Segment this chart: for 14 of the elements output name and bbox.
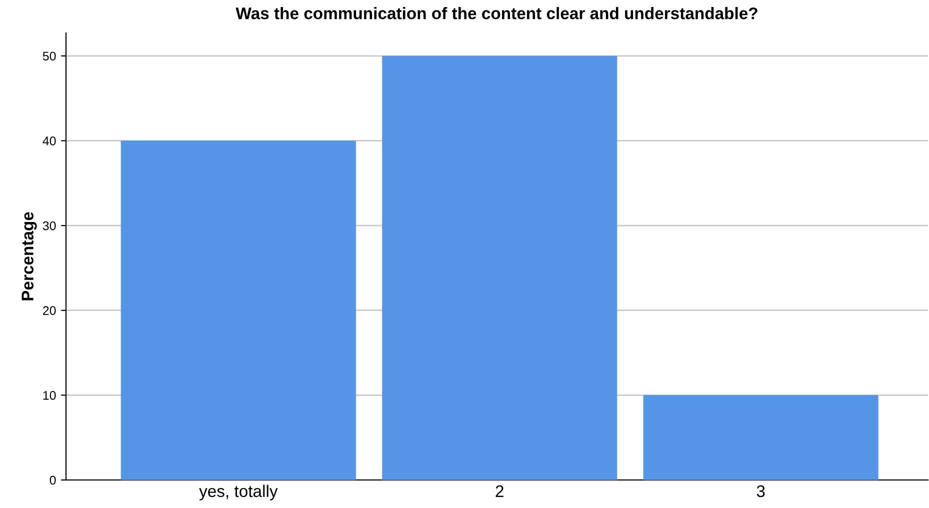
x-tick-label: 2 (496, 485, 504, 497)
bar (382, 56, 618, 480)
y-tick-label: 40 (42, 136, 56, 146)
x-tick-label: 3 (756, 485, 765, 498)
y-tick-label: 0 (50, 476, 56, 485)
bar (643, 395, 878, 480)
y-tick-label: 10 (43, 390, 56, 400)
bar (120, 140, 356, 480)
y-tick-label: 20 (43, 306, 56, 316)
y-axis-title: Percentage (22, 212, 37, 300)
y-tick-label: 30 (42, 221, 56, 230)
chart-title: Was the communication of the content clear and understandable? (236, 7, 758, 20)
x-tick-label: yes, totally (199, 484, 278, 500)
y-tick-label: 50 (42, 52, 56, 61)
